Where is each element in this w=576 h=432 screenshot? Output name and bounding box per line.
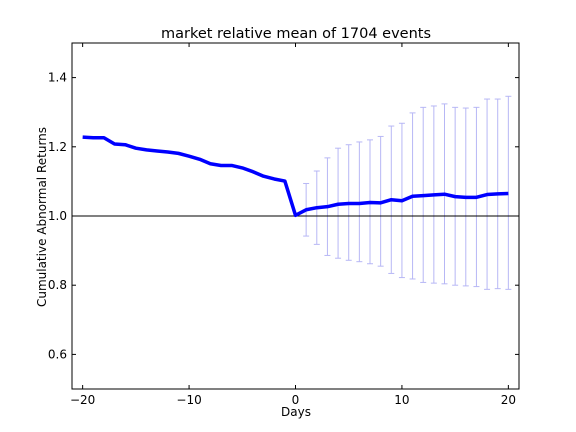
y-tick-label: 1.0 xyxy=(48,209,67,223)
x-tick-label: 10 xyxy=(394,393,409,407)
series-line xyxy=(82,135,509,218)
chart-title: market relative mean of 1704 events xyxy=(161,26,431,42)
y-tick-label: 0.6 xyxy=(48,347,67,361)
x-tick-label: 0 xyxy=(292,393,300,407)
x-tick-label: −10 xyxy=(176,393,201,407)
plot-layer xyxy=(72,95,519,290)
y-tick-label: 1.2 xyxy=(48,140,67,154)
x-axis-label: Days xyxy=(281,405,311,419)
tick-layer: −20 −10 0 10 20 0.6 0.8 1.0 1.2 1.4 xyxy=(48,43,519,407)
y-axis-label: Cumulative Abnormal Returns xyxy=(35,127,49,307)
y-tick-label: 0.8 xyxy=(48,278,67,292)
x-tick-label: −20 xyxy=(70,393,95,407)
x-tick-label: 20 xyxy=(501,393,516,407)
y-tick-label: 1.4 xyxy=(48,71,67,85)
